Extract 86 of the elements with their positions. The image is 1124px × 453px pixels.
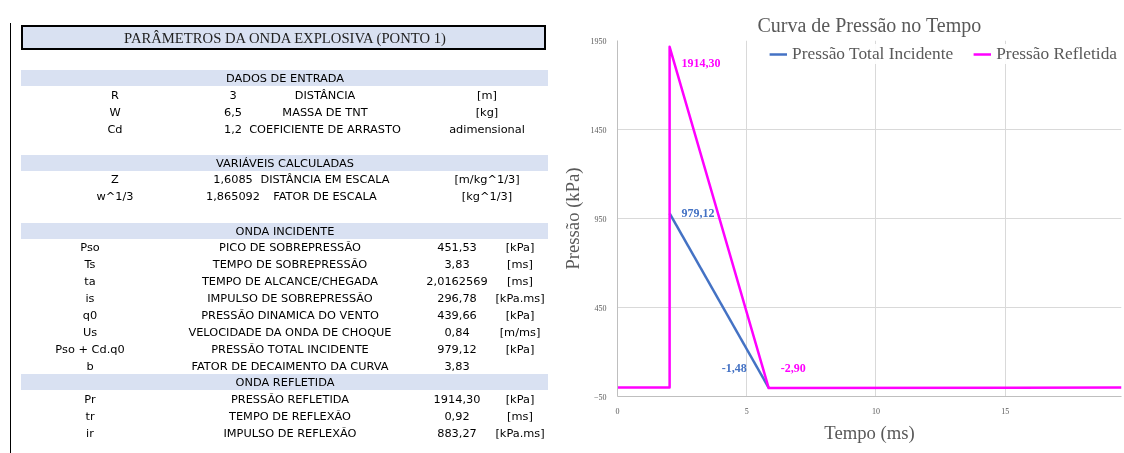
text: Pso + Cd.q0	[55, 340, 125, 358]
data-label: 1914,30	[681, 55, 721, 70]
text: 3,83	[444, 255, 470, 273]
text: [kPa]	[505, 306, 535, 324]
text: 1914,30	[433, 390, 481, 408]
text: tr	[85, 407, 95, 425]
text: Us	[82, 323, 98, 341]
text: [kPa]	[505, 390, 535, 408]
text: IMPULSO DE SOBREPRESSÃO	[207, 289, 373, 307]
text: q0	[82, 306, 98, 324]
text: TEMPO DE SOBREPRESSÃO	[212, 255, 368, 273]
text: VELOCIDADE DA ONDA DE CHOQUE	[188, 323, 392, 341]
text: b	[86, 357, 94, 375]
text: w^1/3	[96, 187, 134, 205]
text: 3	[229, 86, 237, 104]
text: TEMPO DE ALCANCE/CHEGADA	[201, 272, 379, 290]
text: ONDA INCIDENTE	[235, 222, 335, 240]
y-tick-label: 1450	[590, 125, 607, 135]
text: [m/ms]	[499, 323, 541, 341]
text: [kg^1/3]	[461, 187, 513, 205]
text: PRESSÃO DINAMICA DO VENTO	[201, 306, 379, 324]
legend-label: Pressão Total Incidente	[792, 44, 954, 64]
text: Cd	[107, 120, 123, 138]
text: 1,865092	[205, 187, 261, 205]
text: PARÂMETROS DA ONDA EXPLOSIVA (PONTO 1)	[124, 28, 446, 48]
data-label: 979,12	[681, 206, 715, 221]
text: 451,53	[437, 238, 477, 256]
text: ir	[86, 424, 94, 442]
text: [ms]	[507, 272, 533, 290]
text: Pr	[84, 390, 96, 408]
text: Pso	[80, 238, 100, 256]
text: IMPULSO DE REFLEXÃO	[223, 424, 357, 442]
x-tick-label: 0	[615, 406, 620, 416]
text: COEFICIENTE DE ARRASTO	[249, 120, 401, 138]
text: 1,6085	[213, 170, 253, 188]
chart-title: Curva de Pressão no Tempo	[757, 13, 982, 37]
y-tick-label: 450	[594, 303, 607, 313]
x-tick-label: 15	[1001, 406, 1010, 416]
text: R	[111, 86, 119, 104]
text: Ts	[84, 255, 96, 273]
text: PRESSÃO REFLETIDA	[230, 390, 350, 408]
data-label: -2,90	[780, 361, 806, 376]
text: DISTÂNCIA EM ESCALA	[260, 170, 390, 188]
text: 0,84	[444, 323, 470, 341]
x-tick-label: 5	[744, 406, 749, 416]
y-axis-title: Pressão (kPa)	[561, 167, 584, 270]
text: PRESSÃO TOTAL INCIDENTE	[211, 340, 369, 358]
text: 439,66	[437, 306, 477, 324]
text: FATOR DE DECAIMENTO DA CURVA	[191, 357, 389, 375]
text: 0,92	[444, 407, 470, 425]
text: is	[85, 289, 95, 307]
text: [kPa.ms]	[495, 289, 545, 307]
text: [kPa]	[505, 340, 535, 358]
text: [kPa.ms]	[495, 424, 545, 442]
text: W	[109, 103, 121, 121]
text: [kg]	[475, 103, 499, 121]
x-tick-label: 10	[871, 406, 880, 416]
text: 979,12	[437, 340, 477, 358]
text: [ms]	[507, 407, 533, 425]
text: FATOR DE ESCALA	[273, 187, 377, 205]
text: MASSA DE TNT	[282, 103, 368, 121]
text: [ms]	[507, 255, 533, 273]
text: [m]	[477, 86, 497, 104]
y-tick-label: −50	[593, 392, 607, 402]
text: 883,27	[437, 424, 477, 442]
text: 296,78	[437, 289, 477, 307]
text: [m/kg^1/3]	[454, 170, 520, 188]
y-tick-label: 1950	[590, 36, 607, 46]
x-axis-title: Tempo (ms)	[824, 421, 915, 444]
text: 2,0162569	[426, 272, 488, 290]
text: [kPa]	[505, 238, 535, 256]
text: 1,2	[223, 120, 243, 138]
text: DADOS DE ENTRADA	[225, 69, 345, 87]
text: PICO DE SOBREPRESSÃO	[219, 238, 361, 256]
text: ta	[84, 272, 96, 290]
text: Z	[111, 170, 119, 188]
text: 6,5	[223, 103, 243, 121]
text: adimensional	[449, 120, 525, 138]
text: DISTÂNCIA	[294, 86, 356, 104]
y-tick-label: 950	[594, 214, 607, 224]
text: ONDA REFLETIDA	[235, 373, 335, 391]
text: VARIÁVEIS CALCULADAS	[215, 154, 355, 172]
legend-label: Pressão Refletida	[996, 44, 1117, 64]
text: TEMPO DE REFLEXÃO	[229, 407, 351, 425]
text: 3,83	[444, 357, 470, 375]
data-label: -1,48	[721, 360, 747, 375]
